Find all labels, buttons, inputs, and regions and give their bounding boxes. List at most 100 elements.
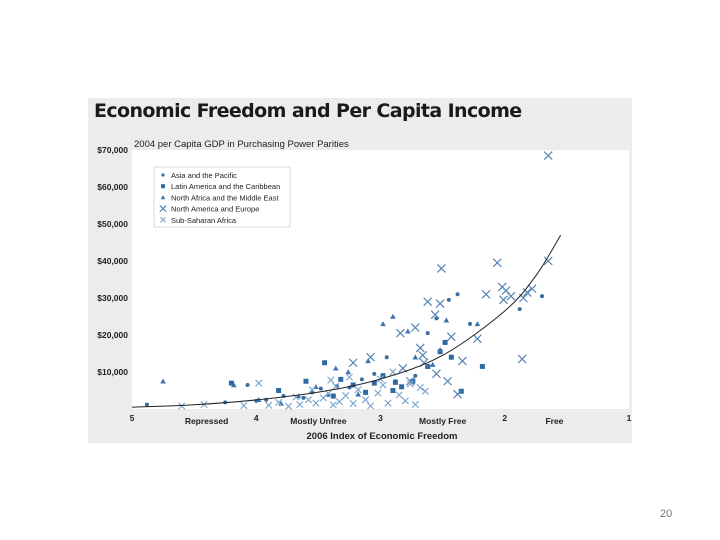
data-point	[295, 393, 302, 399]
data-point	[446, 332, 456, 342]
data-point	[416, 383, 424, 392]
category-label: Free	[545, 416, 563, 426]
legend-entry: Latin America and the Caribbean	[171, 182, 280, 191]
data-point	[228, 380, 234, 386]
series-4	[178, 368, 429, 411]
data-point	[178, 402, 186, 410]
x-tick-label: 4	[254, 413, 259, 423]
data-point	[501, 286, 511, 296]
data-point	[405, 328, 411, 334]
legend-entry: North Africa and the Middle East	[171, 193, 279, 202]
data-point	[345, 373, 354, 381]
data-point	[499, 295, 508, 305]
data-point	[348, 358, 358, 368]
y-tick-label: $20,000	[97, 330, 128, 340]
data-point	[406, 380, 414, 388]
data-point	[405, 376, 415, 386]
data-point	[423, 297, 433, 307]
data-point	[412, 354, 419, 360]
legend-marker	[160, 216, 166, 223]
data-point	[384, 355, 389, 360]
data-point	[255, 379, 263, 387]
data-point	[431, 369, 441, 379]
data-point	[354, 386, 362, 394]
data-point	[401, 397, 409, 405]
data-point	[278, 400, 284, 406]
data-points	[144, 151, 553, 411]
data-point	[443, 317, 450, 323]
data-point	[472, 334, 482, 344]
data-point	[374, 389, 382, 397]
data-point	[372, 371, 377, 376]
data-point	[384, 399, 392, 407]
data-point	[312, 399, 320, 407]
data-point	[395, 328, 405, 338]
data-point	[361, 396, 370, 404]
category-label: Mostly Unfree	[290, 416, 346, 426]
data-point	[231, 382, 237, 388]
legend-entry: Asia and the Pacific	[171, 171, 237, 180]
x-tick-label: 3	[378, 413, 383, 423]
y-tick-label: $60,000	[97, 182, 128, 192]
data-point	[421, 387, 429, 395]
data-point	[425, 331, 430, 336]
y-tick-label: $50,000	[97, 219, 128, 229]
x-tick-label: 1	[627, 413, 632, 423]
data-point	[366, 402, 375, 410]
data-point	[543, 151, 553, 160]
y-axis-ticks: $70,000 $60,000 $50,000 $40,000 $30,000 $20,0…	[97, 145, 128, 377]
data-point	[338, 376, 344, 382]
data-point	[453, 389, 462, 399]
legend-entry: Sub-Saharan Africa	[171, 216, 237, 225]
data-point	[284, 402, 293, 411]
data-point	[492, 258, 502, 268]
data-point	[332, 365, 339, 371]
data-point	[413, 373, 418, 378]
data-point	[430, 310, 440, 320]
data-point	[345, 369, 351, 375]
data-point	[429, 361, 436, 367]
data-point	[517, 354, 527, 364]
data-point	[399, 384, 405, 390]
data-point	[411, 400, 419, 409]
data-point	[390, 388, 396, 393]
data-point	[543, 256, 553, 266]
data-point	[392, 379, 398, 385]
data-point	[349, 399, 357, 408]
y-tick-label: $70,000	[97, 145, 128, 155]
data-point	[366, 352, 375, 362]
data-point	[481, 289, 491, 299]
data-point	[144, 402, 149, 407]
data-point	[446, 297, 451, 302]
data-point	[240, 402, 248, 410]
data-point	[443, 376, 453, 386]
freedom-category-labels: Repressed Mostly Unfree Mostly Free Free	[185, 416, 564, 426]
data-point	[329, 401, 337, 409]
data-point	[276, 388, 282, 393]
legend-marker	[161, 173, 165, 177]
data-point	[330, 393, 336, 399]
data-point	[318, 386, 323, 391]
x-axis-ticks: 5 4 3 2 1	[130, 413, 632, 423]
legend: Asia and the Pacific Latin America and th…	[153, 166, 291, 228]
data-point	[363, 389, 369, 395]
data-point	[522, 288, 532, 297]
series-3	[348, 151, 553, 399]
data-point	[335, 397, 344, 406]
slide-number: 20	[660, 508, 673, 520]
data-point	[371, 380, 377, 386]
data-point	[301, 395, 306, 400]
data-point	[455, 292, 460, 297]
data-point	[274, 398, 283, 406]
data-point	[435, 299, 445, 308]
data-point	[436, 263, 446, 273]
x-tick-label: 2	[502, 413, 507, 423]
data-point	[448, 354, 454, 360]
scatter-chart: 2004 per Capita GDP in Purchasing Power …	[97, 139, 632, 442]
data-point	[355, 391, 361, 397]
data-point	[303, 378, 309, 384]
category-label: Mostly Free	[419, 416, 467, 426]
x-tick-label: 5	[130, 413, 135, 423]
trend-curve	[131, 234, 562, 408]
data-point	[467, 321, 472, 326]
